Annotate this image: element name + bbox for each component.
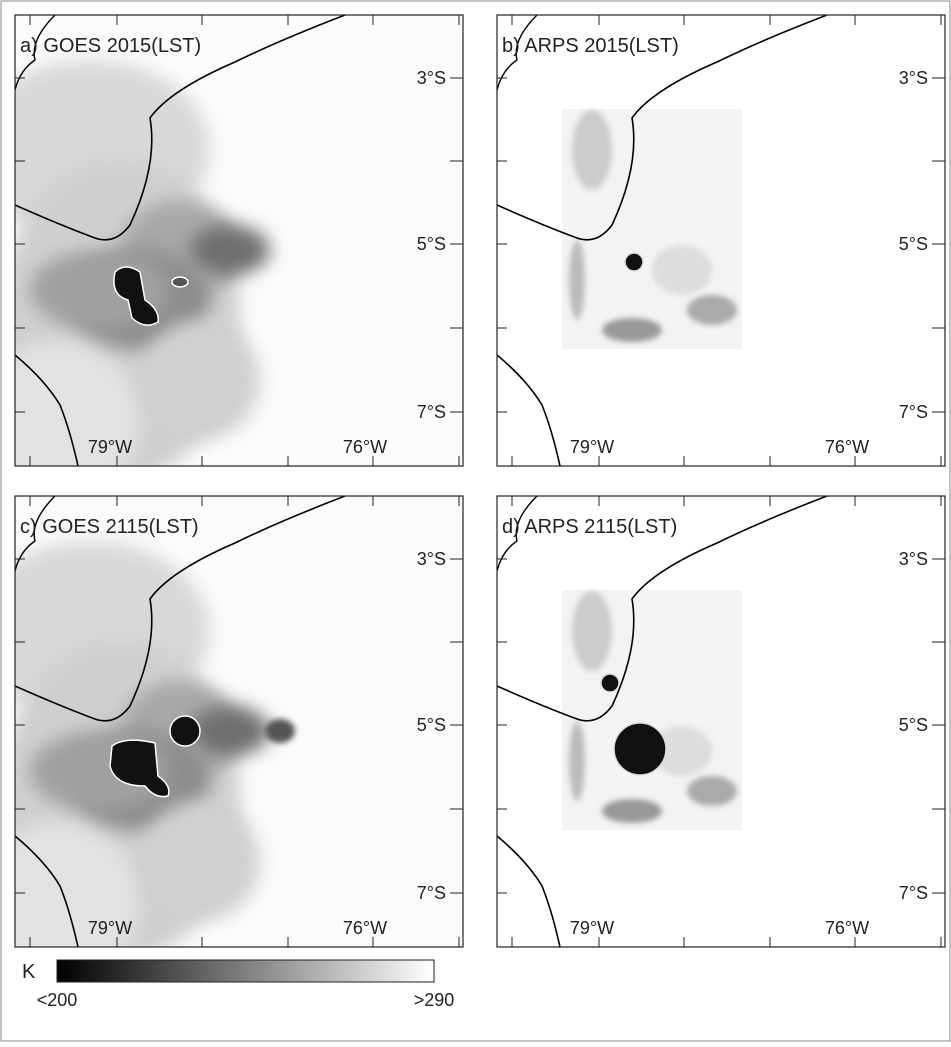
- cold-core: [624, 252, 644, 272]
- panel-frame: [14, 14, 464, 467]
- model-shade: [572, 591, 612, 671]
- panel-frame: [496, 14, 946, 467]
- model-shade: [652, 726, 712, 776]
- lat-label: 5°S: [417, 715, 446, 735]
- coastline: [497, 354, 561, 466]
- panel-title: b) ARPS 2015(LST): [502, 35, 679, 57]
- coastline: [15, 835, 79, 947]
- model-shade: [569, 240, 585, 320]
- cold-core: [169, 715, 201, 747]
- cold-core: [613, 722, 667, 776]
- model-shade: [569, 721, 585, 801]
- colorbar-ramp: [56, 959, 435, 983]
- panel-title: a) GOES 2015(LST): [20, 35, 201, 57]
- cold-core: [113, 266, 159, 326]
- colorbar: K <200 >290: [22, 959, 455, 1010]
- model-shade: [602, 799, 662, 823]
- model-shade: [602, 318, 662, 342]
- lat-label: 3°S: [417, 68, 446, 88]
- panel-title: d) ARPS 2115(LST): [502, 516, 677, 538]
- panel-title: c) GOES 2115(LST): [20, 516, 199, 538]
- lat-label: 7°S: [417, 883, 446, 903]
- map-panel: a) GOES 2015(LST) 3°S 5°S 7°S 79°W 76°W: [14, 14, 464, 467]
- coastline: [15, 15, 56, 91]
- cold-core: [109, 739, 170, 798]
- lat-label: 5°S: [899, 234, 928, 254]
- lat-label: 5°S: [899, 715, 928, 735]
- coastline: [497, 15, 538, 91]
- lon-label: 79°W: [88, 437, 132, 457]
- model-shade: [572, 110, 612, 190]
- map-panel: d) ARPS 2115(LST) 3°S 5°S 7°S 79°W 76°W: [496, 495, 946, 948]
- cloud-shade: [15, 340, 140, 466]
- coastline: [15, 496, 56, 572]
- cloud-shade: [15, 821, 140, 947]
- coastline: [15, 15, 346, 241]
- cloud-shade: [190, 706, 270, 756]
- model-shade: [687, 295, 737, 325]
- lon-label: 79°W: [570, 918, 614, 938]
- panel-frame: [496, 495, 946, 948]
- cold-core: [600, 673, 620, 693]
- lon-label: 79°W: [88, 918, 132, 938]
- coastline: [497, 835, 561, 947]
- lon-label: 76°W: [825, 437, 869, 457]
- cloud-shade: [190, 225, 270, 275]
- lat-label: 3°S: [417, 549, 446, 569]
- coastline: [15, 354, 79, 466]
- colorbar-max: >290: [414, 990, 455, 1010]
- map-field: [15, 496, 463, 947]
- panel-frame: [14, 495, 464, 948]
- lon-label: 76°W: [825, 918, 869, 938]
- lat-label: 7°S: [899, 883, 928, 903]
- lon-label: 76°W: [343, 918, 387, 938]
- lat-label: 3°S: [899, 549, 928, 569]
- lat-label: 5°S: [417, 234, 446, 254]
- model-shade: [652, 245, 712, 295]
- lat-label: 3°S: [899, 68, 928, 88]
- map-panel: c) GOES 2115(LST) 3°S 5°S 7°S 79°W 76°W: [14, 495, 464, 948]
- coastline: [497, 496, 828, 722]
- lon-label: 79°W: [570, 437, 614, 457]
- map-field: [497, 15, 945, 466]
- lon-label: 76°W: [343, 437, 387, 457]
- coastline: [497, 15, 828, 241]
- cold-core: [171, 276, 189, 288]
- map-field: [15, 15, 463, 466]
- cloud-shade: [140, 320, 260, 440]
- cloud-shade: [140, 801, 260, 921]
- coastline: [15, 496, 346, 722]
- lat-label: 7°S: [417, 402, 446, 422]
- map-field: [497, 496, 945, 947]
- cloud-shade: [265, 719, 295, 743]
- lat-label: 7°S: [899, 402, 928, 422]
- colorbar-unit: K: [22, 961, 36, 983]
- model-shade: [687, 776, 737, 806]
- map-panel: b) ARPS 2015(LST) 3°S 5°S 7°S 79°W 76°W: [496, 14, 946, 467]
- colorbar-min: <200: [37, 990, 78, 1010]
- coastline: [497, 496, 538, 572]
